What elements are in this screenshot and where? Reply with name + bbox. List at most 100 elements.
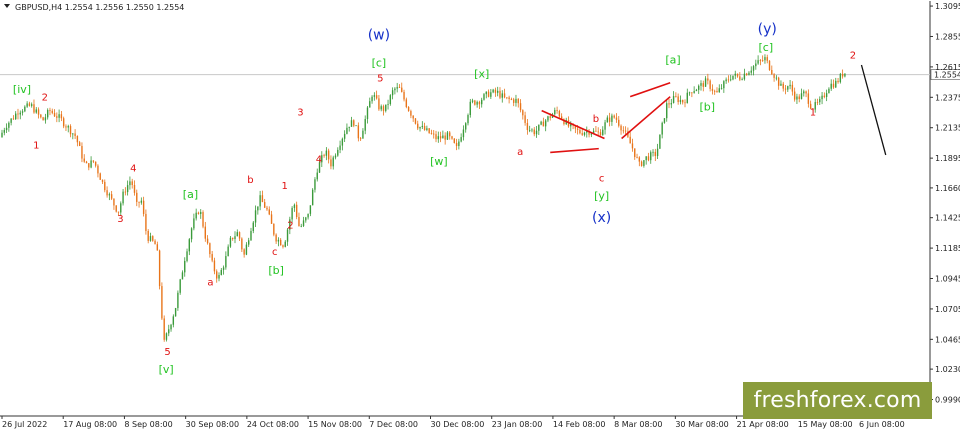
y-tick-label: 1.0945	[935, 275, 960, 284]
x-tick-label: 24 Oct 08:00	[247, 420, 299, 429]
candle-body	[332, 157, 334, 167]
candle-body	[165, 333, 168, 340]
wave-label: b	[247, 175, 253, 186]
x-tick-label: 17 Aug 08:00	[63, 420, 117, 429]
candle-body	[750, 70, 752, 73]
candle-body	[227, 246, 229, 257]
candle-body	[462, 129, 465, 138]
candle-body	[236, 232, 238, 237]
candle-body	[49, 109, 51, 111]
candle-body	[129, 181, 131, 186]
candle-body	[58, 114, 60, 118]
candle-body	[563, 119, 565, 125]
candle-body	[620, 125, 622, 131]
candle-body	[76, 135, 79, 143]
candle-body	[106, 190, 108, 196]
candle-body	[83, 158, 85, 162]
candle-body	[193, 218, 195, 229]
candle-body	[693, 91, 695, 93]
candle-body	[40, 114, 42, 118]
candle-body	[357, 125, 360, 139]
x-tick-label: 7 Dec 08:00	[369, 420, 418, 429]
candle-body	[325, 150, 328, 156]
candle-body	[364, 118, 366, 131]
candle-body	[186, 251, 188, 261]
candle-body	[101, 179, 104, 182]
wave-label: 5	[377, 73, 383, 84]
channel-trendline	[621, 96, 671, 140]
candle-body	[156, 244, 159, 251]
candle-body	[124, 191, 127, 193]
candle-body	[729, 79, 732, 81]
candle-body	[261, 195, 264, 203]
candle-body	[741, 79, 743, 81]
candle-body	[24, 106, 26, 112]
candle-body	[321, 155, 323, 163]
candle-body	[478, 101, 481, 105]
candle-body	[508, 97, 510, 100]
wave-label: [c]	[758, 41, 773, 54]
candle-body	[232, 237, 234, 240]
candle-body	[576, 128, 579, 130]
candle-body	[341, 138, 344, 146]
candle-body	[69, 126, 72, 135]
candle-body	[780, 83, 782, 86]
candle-body	[88, 163, 90, 168]
candle-body	[51, 110, 53, 113]
candle-body	[618, 119, 620, 126]
candle-body	[793, 91, 796, 100]
candle-body	[348, 126, 350, 128]
candle-body	[816, 102, 819, 103]
candle-body	[451, 136, 453, 139]
candle-body	[675, 96, 677, 97]
candle-body	[206, 238, 209, 244]
candle-body	[263, 202, 266, 208]
candle-body	[538, 124, 540, 131]
candle-body	[773, 74, 775, 78]
candle-body	[501, 93, 503, 98]
wave-label: [iv]	[13, 83, 31, 96]
candle-body	[202, 212, 204, 227]
candle-body	[168, 329, 170, 334]
candle-body	[209, 243, 211, 255]
candle-body	[318, 162, 321, 173]
x-tick-label: 8 Mar 08:00	[614, 420, 662, 429]
projection-line	[860, 64, 887, 156]
candle-body	[225, 256, 227, 268]
candle-body	[279, 239, 282, 246]
candle-body	[113, 198, 115, 206]
candle-body	[496, 90, 499, 93]
candle-body	[433, 133, 435, 135]
candle-body	[686, 92, 688, 104]
candle-body	[544, 120, 547, 127]
candle-body	[736, 73, 739, 77]
candle-body	[369, 101, 371, 108]
candle-body	[28, 103, 31, 106]
candle-body	[291, 207, 293, 220]
candle-body	[743, 73, 746, 80]
y-tick-label: 1.2615	[935, 63, 960, 72]
candle-body	[327, 150, 330, 160]
candle-body	[190, 228, 193, 240]
candle-body	[362, 130, 364, 139]
candle-body	[483, 94, 485, 100]
candle-body	[807, 93, 810, 104]
candle-body	[471, 100, 474, 102]
candle-body	[812, 108, 814, 110]
candle-body	[503, 93, 506, 98]
candle-body	[213, 260, 216, 272]
candle-body	[152, 236, 154, 241]
candle-body	[524, 115, 526, 123]
candle-body	[396, 87, 398, 89]
candle-body	[588, 131, 590, 135]
symbol-dropdown-icon[interactable]	[4, 4, 10, 8]
candle-body	[634, 148, 636, 157]
current-price-line: 1.2554	[0, 69, 960, 80]
candle-body	[835, 80, 837, 88]
candle-body	[138, 201, 140, 203]
candle-body	[647, 156, 650, 161]
y-tick-label: 1.2375	[935, 93, 960, 102]
candle-body	[487, 91, 490, 97]
candle-body	[254, 210, 257, 223]
